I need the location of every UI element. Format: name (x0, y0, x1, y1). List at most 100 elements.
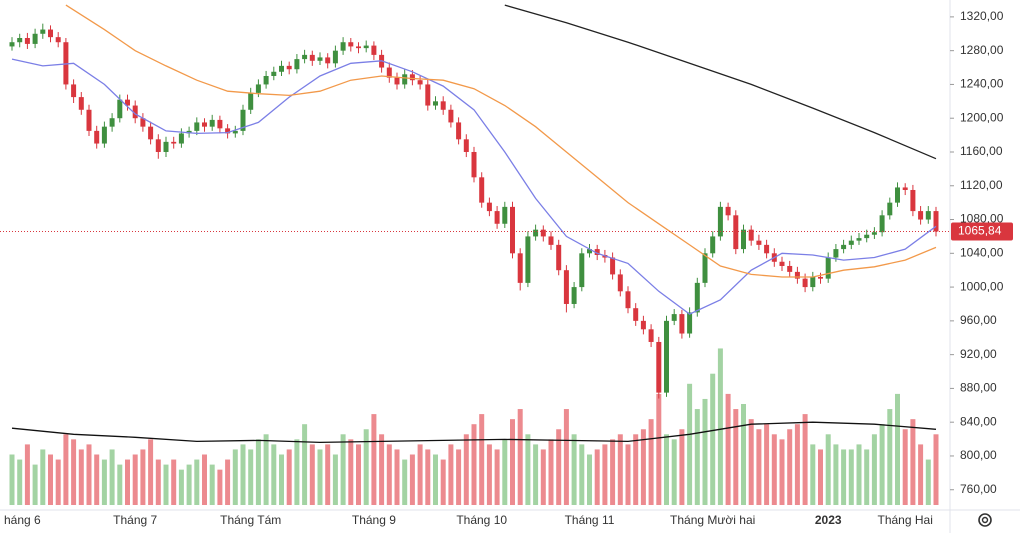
candle-body (148, 126, 154, 140)
volume-bar (579, 444, 585, 505)
volume-bar (94, 454, 100, 505)
candle-body (101, 126, 107, 144)
candle-body (448, 109, 454, 123)
y-tick-label: 1000,00 (960, 279, 1004, 293)
volume-bar (833, 444, 839, 505)
candle-body (356, 46, 361, 49)
volume-bar (694, 409, 700, 505)
volume-bar (471, 424, 477, 505)
volume-bar (479, 414, 485, 505)
candle-body (625, 291, 631, 309)
candle-body (794, 271, 800, 279)
volume-bar (925, 459, 931, 505)
y-tick-label: 920,00 (960, 347, 997, 361)
volume-bar (356, 444, 361, 505)
volume-bar (625, 444, 631, 505)
candle-body (286, 65, 292, 70)
last-price-label: 1065,84 (958, 224, 1002, 238)
candle-body (679, 314, 685, 334)
candle-body (209, 119, 215, 127)
candle-body (694, 282, 700, 313)
candle-body (178, 133, 184, 144)
candle-body (656, 341, 662, 393)
candle-body (140, 118, 146, 127)
volume-bar (648, 419, 654, 505)
y-tick-label: 1240,00 (960, 77, 1004, 91)
settings-icon[interactable] (978, 513, 992, 527)
volume-bar (879, 424, 885, 505)
candle-body (471, 151, 477, 178)
volume-bar (802, 414, 808, 505)
candle-body (394, 77, 400, 85)
candle-body (879, 215, 885, 233)
volume-bar (563, 409, 569, 505)
volume-bar (78, 449, 84, 505)
candle-body (933, 211, 939, 232)
volume-bar (486, 444, 492, 505)
candle-body (417, 80, 423, 85)
candle-body (787, 265, 793, 272)
volume-bar (255, 439, 261, 505)
candle-body (171, 141, 177, 144)
gear[interactable] (978, 513, 992, 527)
gear-hole[interactable] (981, 516, 989, 524)
y-tick-label: 1080,00 (960, 212, 1004, 226)
volume-bar (887, 409, 893, 505)
candle-body (348, 42, 354, 47)
candle-body (756, 240, 762, 245)
candle-body (48, 29, 53, 38)
volume-bar (456, 449, 462, 505)
y-tick-label: 1200,00 (960, 110, 1004, 124)
volume-bar (125, 459, 130, 505)
volume-bar (717, 348, 723, 505)
volume-bar (148, 439, 154, 505)
candle-body (563, 270, 569, 304)
volume-bar (617, 434, 623, 505)
candle-body (486, 202, 492, 212)
x-tick-label: Tháng 9 (352, 513, 396, 527)
volume-bar (664, 434, 669, 505)
volume-bar (217, 469, 223, 505)
volume-bar (386, 444, 392, 505)
candle-body (294, 59, 300, 70)
volume-bar (525, 434, 531, 505)
candle-body (802, 278, 808, 288)
candle-body (502, 206, 508, 224)
volume-bar (417, 444, 423, 505)
volume-bar (502, 439, 508, 505)
volume-bar (17, 459, 23, 505)
candle-body (810, 276, 816, 288)
volume-bar (741, 404, 746, 505)
volume-bar (363, 429, 369, 505)
candle-body (556, 244, 562, 271)
candle-body (833, 249, 839, 258)
volume-bar (140, 449, 146, 505)
candle-body (409, 74, 415, 81)
candle-body (717, 206, 723, 237)
candle-body (32, 33, 38, 44)
volume-bar (171, 459, 177, 505)
candle-body (271, 71, 277, 76)
volume-bar (841, 449, 847, 505)
volume-bar (348, 439, 354, 505)
volume-bar (48, 454, 53, 505)
volume-bar (332, 454, 338, 505)
candle-body (463, 139, 469, 152)
volume-bar (494, 449, 500, 505)
candle-body (456, 122, 462, 140)
candle-body (440, 101, 446, 110)
volume-bar (540, 449, 546, 505)
candle-body (741, 229, 746, 250)
candle-body (510, 206, 515, 254)
volume-bar (117, 464, 123, 505)
volume-bar (571, 434, 577, 505)
candle-body (825, 257, 831, 279)
candle-body (848, 240, 854, 245)
candle-body (587, 249, 592, 254)
y-tick-label: 800,00 (960, 448, 997, 462)
volume-bar (209, 464, 215, 505)
y-tick-label: 1320,00 (960, 9, 1004, 23)
volume-bar (818, 449, 823, 505)
candle-body (864, 234, 870, 239)
candle-body (856, 238, 862, 241)
